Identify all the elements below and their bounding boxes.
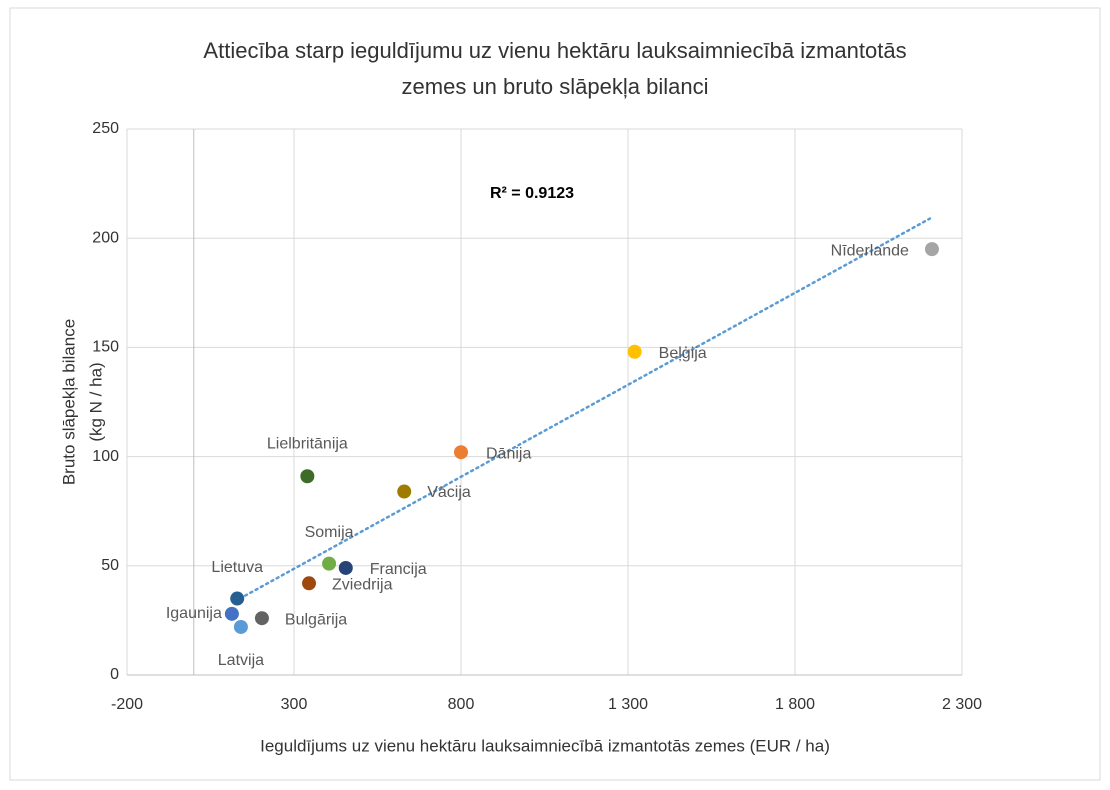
- point: [627, 344, 642, 359]
- point-label: Somija: [305, 524, 354, 541]
- chart-frame: [9, 7, 1101, 781]
- point: [233, 619, 248, 634]
- point-label: Lietuva: [211, 559, 263, 576]
- x-axis-title: Ieguldījums uz vienu hektāru lauksaimnie…: [260, 736, 830, 755]
- point-label: Bulgārija: [285, 611, 347, 628]
- point-label: Francija: [370, 561, 427, 578]
- point: [397, 484, 412, 499]
- y-tick-label: 250: [92, 120, 119, 137]
- point: [300, 469, 315, 484]
- point-label: Latvija: [218, 652, 264, 669]
- y-axis-title: Bruto slāpekļa bilance: [59, 319, 78, 485]
- point-label: Beļģija: [659, 344, 707, 362]
- trendline: [238, 217, 932, 600]
- y-tick-label: 200: [92, 229, 119, 246]
- point-label: Igaunija: [166, 605, 222, 622]
- point: [322, 556, 337, 571]
- point: [230, 591, 245, 606]
- point: [338, 560, 353, 575]
- point-label: Dānija: [486, 445, 531, 462]
- x-tick-label: 300: [281, 696, 308, 713]
- point: [224, 606, 239, 621]
- y-tick-label: 150: [92, 339, 119, 356]
- y-tick-label: 100: [92, 448, 119, 465]
- chart-title: Attiecība starp ieguldījumu uz vienu hek…: [203, 38, 906, 63]
- x-tick-label: 800: [448, 696, 475, 713]
- x-tick-label: 1 800: [775, 696, 815, 713]
- x-tick-label: -200: [111, 696, 143, 713]
- annotation: R² = 0.9123: [490, 185, 574, 202]
- y-tick-label: 0: [110, 666, 119, 683]
- point: [924, 242, 939, 257]
- y-tick-label: 50: [101, 557, 119, 574]
- x-tick-label: 1 300: [608, 696, 648, 713]
- y-axis-title: (kg N / ha): [86, 362, 105, 441]
- x-tick-label: 2 300: [942, 696, 982, 713]
- point: [454, 445, 468, 460]
- point: [254, 611, 269, 626]
- point-label: Vācija: [427, 484, 471, 501]
- point-label: Lielbritānija: [267, 435, 348, 452]
- point: [302, 576, 317, 591]
- point-label: Nīderlande: [831, 242, 909, 259]
- chart-title: zemes un bruto slāpekļa bilanci: [402, 74, 709, 99]
- point-label: Zviedrija: [332, 576, 393, 593]
